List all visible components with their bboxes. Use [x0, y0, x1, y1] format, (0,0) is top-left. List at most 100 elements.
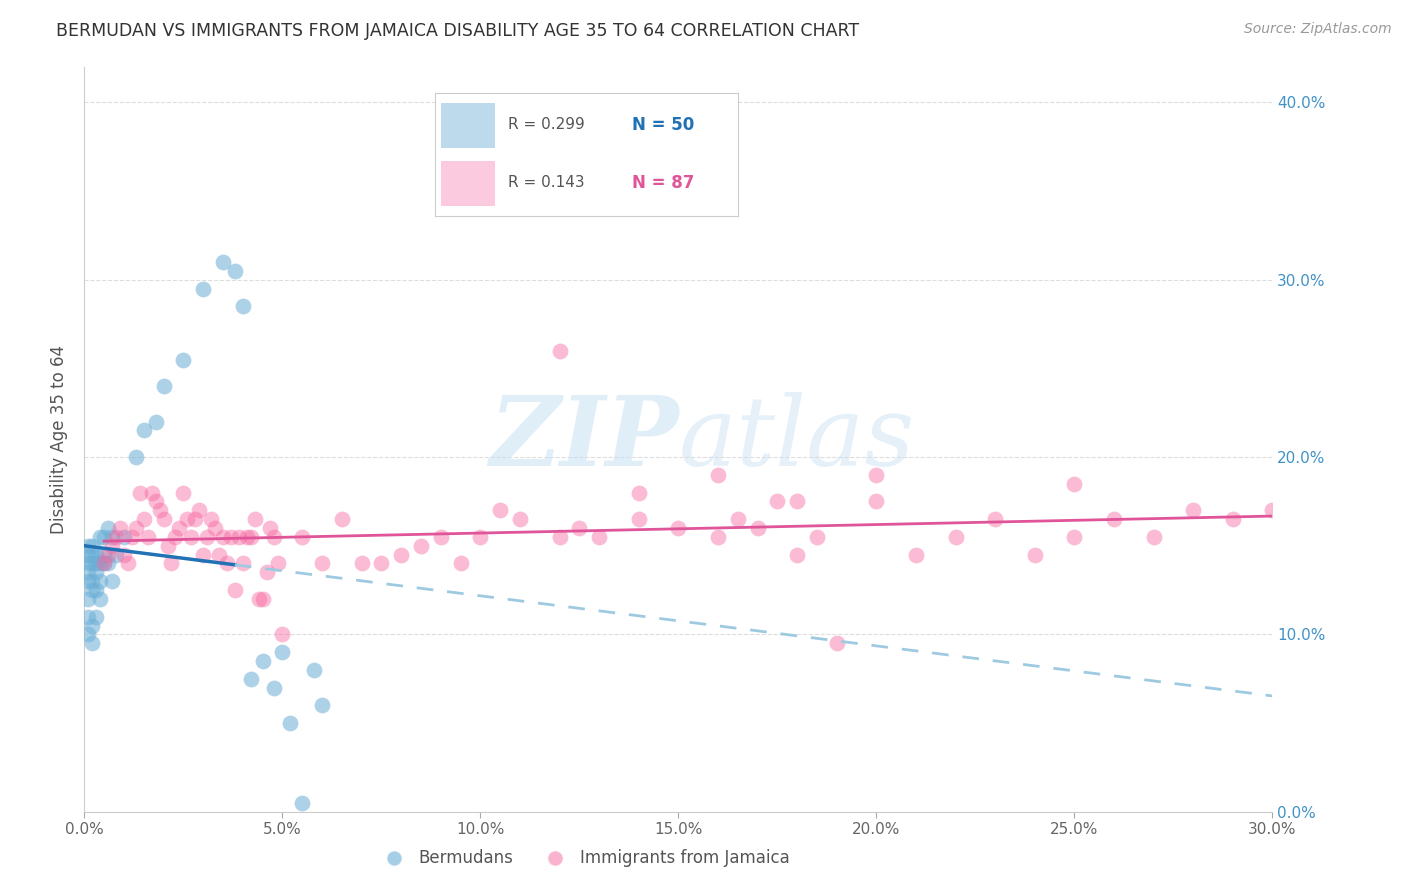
Point	[1143, 530, 1166, 544]
Point	[82, 557, 104, 571]
Point	[330, 512, 353, 526]
Point	[235, 530, 257, 544]
Point	[278, 716, 301, 731]
Point	[108, 521, 131, 535]
Point	[291, 796, 314, 810]
Point	[132, 512, 155, 526]
Point	[84, 582, 107, 597]
Point	[865, 467, 887, 482]
Point	[409, 539, 432, 553]
Point	[1102, 512, 1125, 526]
Point	[97, 521, 120, 535]
Point	[263, 681, 285, 695]
Point	[806, 530, 828, 544]
Point	[128, 485, 150, 500]
Point	[509, 512, 531, 526]
Text: ZIP: ZIP	[489, 392, 679, 486]
Point	[766, 494, 789, 508]
Point	[548, 530, 571, 544]
Point	[77, 548, 100, 562]
Point	[232, 299, 254, 313]
Point	[470, 530, 492, 544]
Point	[195, 530, 218, 544]
Point	[191, 282, 215, 296]
Point	[786, 494, 808, 508]
Point	[180, 530, 202, 544]
Point	[97, 548, 120, 562]
Point	[77, 609, 100, 624]
Point	[93, 530, 115, 544]
Point	[89, 574, 111, 589]
Text: atlas: atlas	[679, 392, 914, 486]
Point	[212, 255, 235, 269]
Point	[152, 512, 174, 526]
Point	[1182, 503, 1205, 517]
Point	[430, 530, 453, 544]
Point	[204, 521, 226, 535]
Point	[311, 557, 333, 571]
Point	[145, 415, 167, 429]
Point	[82, 574, 104, 589]
Point	[105, 530, 128, 544]
Point	[89, 557, 111, 571]
Point	[311, 698, 333, 713]
Point	[1063, 476, 1085, 491]
Point	[259, 521, 281, 535]
Point	[188, 503, 211, 517]
Point	[121, 530, 143, 544]
Point	[89, 530, 111, 544]
Point	[389, 548, 412, 562]
Point	[707, 530, 730, 544]
Point	[668, 521, 690, 535]
Point	[172, 352, 194, 367]
Point	[232, 557, 254, 571]
Point	[77, 557, 100, 571]
Point	[141, 485, 163, 500]
Point	[84, 609, 107, 624]
Point	[707, 467, 730, 482]
Point	[247, 591, 270, 606]
Point	[271, 627, 294, 641]
Point	[84, 548, 107, 562]
Point	[89, 591, 111, 606]
Point	[252, 654, 274, 668]
Point	[256, 566, 278, 580]
Point	[291, 530, 314, 544]
Point	[172, 485, 194, 500]
Point	[747, 521, 769, 535]
Point	[1261, 503, 1284, 517]
Point	[252, 591, 274, 606]
Point	[548, 343, 571, 358]
Point	[350, 557, 373, 571]
Point	[145, 494, 167, 508]
Point	[984, 512, 1007, 526]
Point	[82, 582, 104, 597]
Point	[627, 485, 650, 500]
Point	[588, 530, 610, 544]
Point	[101, 539, 124, 553]
Point	[160, 557, 183, 571]
Legend: Bermudans, Immigrants from Jamaica: Bermudans, Immigrants from Jamaica	[370, 843, 796, 874]
Point	[132, 424, 155, 438]
Point	[152, 379, 174, 393]
Point	[1024, 548, 1046, 562]
Point	[825, 636, 848, 650]
Text: BERMUDAN VS IMMIGRANTS FROM JAMAICA DISABILITY AGE 35 TO 64 CORRELATION CHART: BERMUDAN VS IMMIGRANTS FROM JAMAICA DISA…	[56, 22, 859, 40]
Point	[97, 557, 120, 571]
Point	[77, 591, 100, 606]
Text: Source: ZipAtlas.com: Source: ZipAtlas.com	[1244, 22, 1392, 37]
Point	[219, 530, 242, 544]
Point	[1222, 512, 1244, 526]
Point	[77, 566, 100, 580]
Point	[77, 574, 100, 589]
Point	[215, 557, 238, 571]
Point	[239, 672, 262, 686]
Point	[82, 618, 104, 632]
Point	[200, 512, 222, 526]
Point	[117, 557, 139, 571]
Point	[568, 521, 591, 535]
Point	[267, 557, 290, 571]
Point	[82, 636, 104, 650]
Point	[224, 264, 246, 278]
Point	[112, 548, 135, 562]
